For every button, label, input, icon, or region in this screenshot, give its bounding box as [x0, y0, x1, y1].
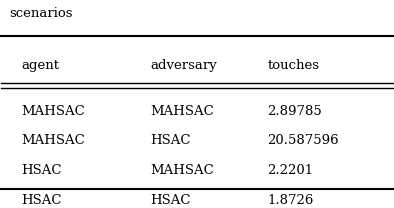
Text: HSAC: HSAC — [150, 194, 191, 207]
Text: MAHSAC: MAHSAC — [21, 105, 85, 118]
Text: agent: agent — [21, 59, 59, 72]
Text: adversary: adversary — [150, 59, 217, 72]
Text: 2.2201: 2.2201 — [268, 164, 314, 177]
Text: 1.8726: 1.8726 — [268, 194, 314, 207]
Text: scenarios: scenarios — [9, 7, 73, 20]
Text: HSAC: HSAC — [21, 164, 61, 177]
Text: 20.587596: 20.587596 — [268, 134, 339, 147]
Text: 2.89785: 2.89785 — [268, 105, 322, 118]
Text: HSAC: HSAC — [21, 194, 61, 207]
Text: HSAC: HSAC — [150, 134, 191, 147]
Text: MAHSAC: MAHSAC — [150, 164, 214, 177]
Text: MAHSAC: MAHSAC — [21, 134, 85, 147]
Text: touches: touches — [268, 59, 320, 72]
Text: MAHSAC: MAHSAC — [150, 105, 214, 118]
